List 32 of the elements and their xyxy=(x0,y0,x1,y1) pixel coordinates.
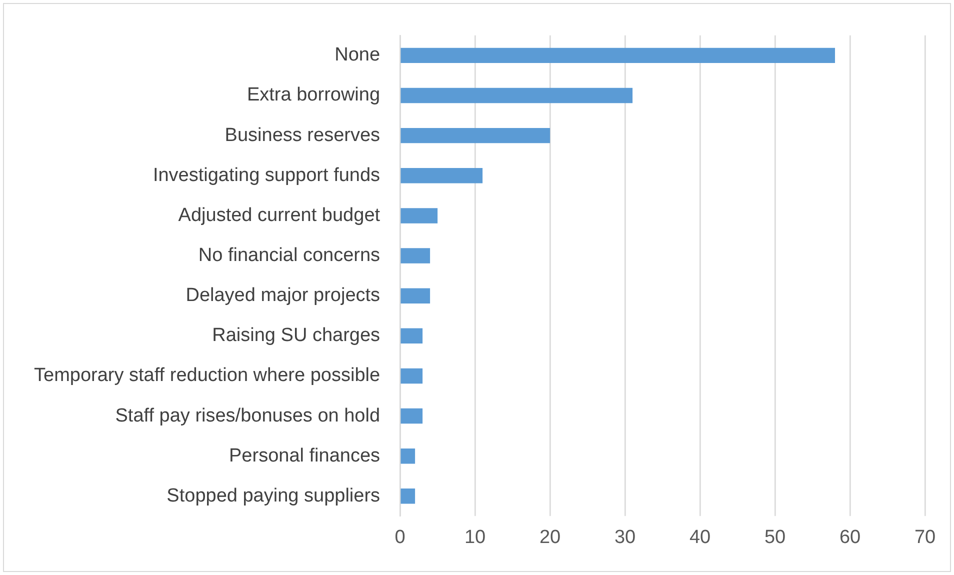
y-tick-label: Raising SU charges xyxy=(212,325,380,346)
bar xyxy=(400,248,430,264)
x-tick-label: 60 xyxy=(839,526,861,548)
y-tick-label: Adjusted current budget xyxy=(178,204,381,226)
bar xyxy=(400,128,550,144)
x-tick-label: 20 xyxy=(539,526,561,548)
y-tick-label: Staff pay rises/bonuses on hold xyxy=(115,405,380,426)
bar xyxy=(400,368,423,384)
bar xyxy=(400,288,430,304)
x-tick-label: 0 xyxy=(394,526,406,548)
bar xyxy=(400,168,483,184)
y-tick-label: Stopped paying suppliers xyxy=(166,485,380,506)
bar xyxy=(400,88,633,104)
y-tick-label: Personal finances xyxy=(229,445,380,466)
x-tick-label: 40 xyxy=(689,526,711,548)
bar xyxy=(400,488,416,504)
bar xyxy=(400,48,836,64)
bar xyxy=(400,448,416,464)
bar xyxy=(400,408,423,424)
y-tick-label: None xyxy=(334,44,380,66)
y-tick-label: Investigating support funds xyxy=(152,164,380,186)
x-tick-label: 70 xyxy=(914,526,936,548)
bar xyxy=(400,328,423,344)
y-tick-label: Business reserves xyxy=(224,124,380,146)
x-tick-label: 10 xyxy=(464,526,486,548)
bar xyxy=(400,208,438,224)
y-tick-label: Delayed major projects xyxy=(186,285,380,306)
y-tick-label: Temporary staff reduction where possible xyxy=(34,365,380,386)
x-tick-label: 50 xyxy=(764,526,786,548)
y-tick-label: No financial concerns xyxy=(198,245,380,266)
x-tick-label: 30 xyxy=(614,526,636,548)
y-tick-label: Extra borrowing xyxy=(246,84,380,106)
